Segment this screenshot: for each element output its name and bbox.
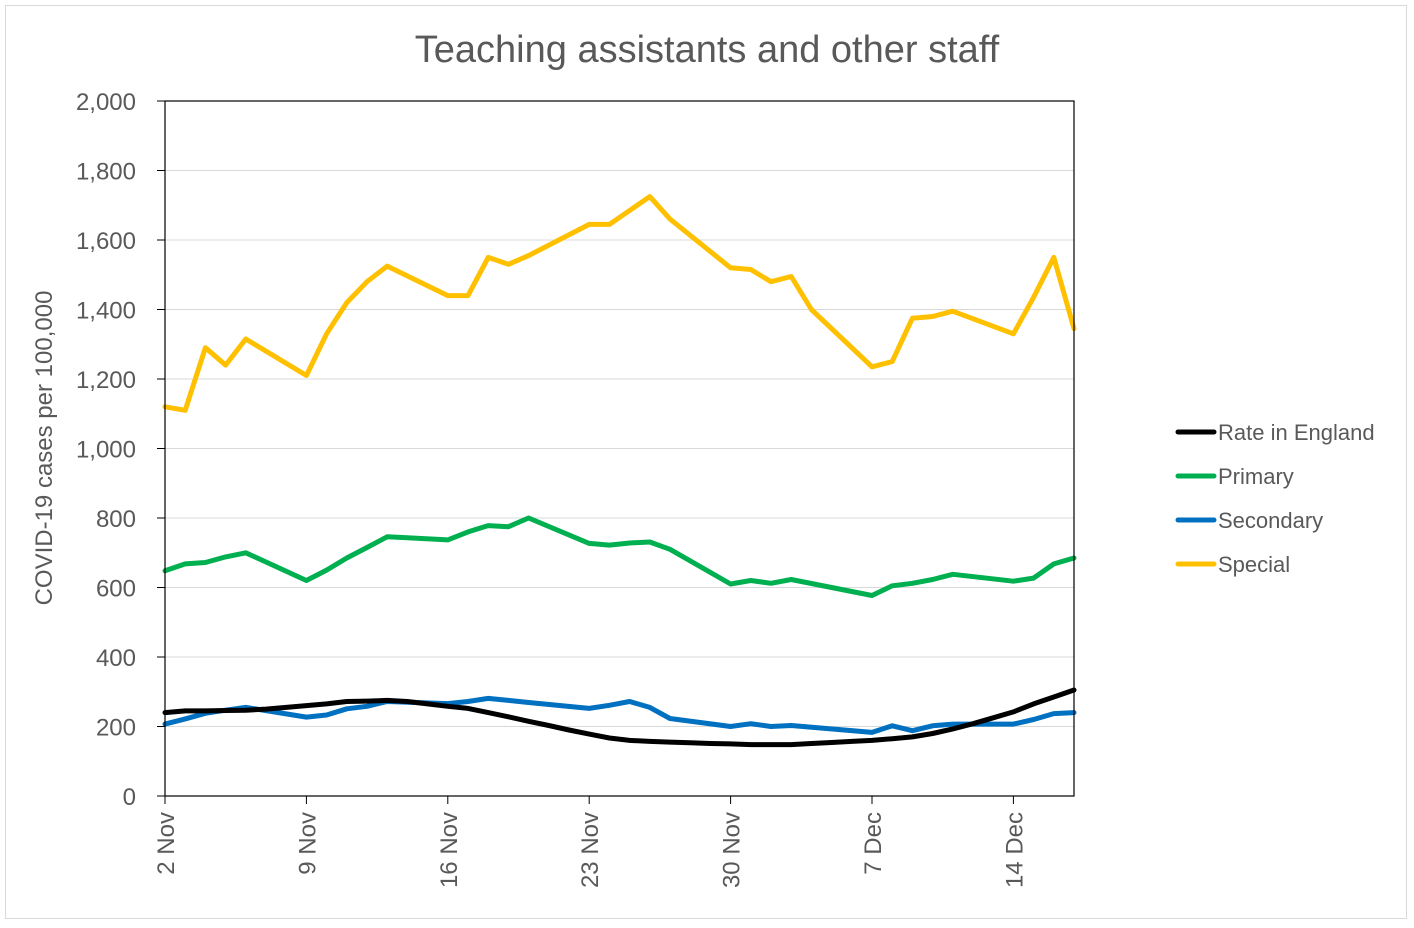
y-tick-label: 1,400: [76, 298, 136, 325]
x-tick-label: 14 Dec: [1001, 812, 1028, 888]
y-axis-label: COVID-19 cases per 100,000: [31, 291, 58, 606]
series-line-rate-in-england: [162, 687, 1077, 748]
x-tick-label: 9 Nov: [294, 812, 321, 875]
y-tick-label: 1,600: [76, 228, 136, 255]
series-line-special: [162, 194, 1077, 413]
legend: Rate in England Primary Secondary Special: [1175, 420, 1375, 577]
legend-label: Secondary: [1218, 508, 1323, 533]
legend-label: Special: [1218, 552, 1290, 577]
legend-label: Rate in England: [1218, 420, 1375, 445]
y-tick-label: 1,000: [76, 437, 136, 464]
x-tick-label: 7 Dec: [860, 812, 887, 875]
y-tick-label: 800: [96, 506, 136, 533]
y-tick-label: 1,800: [76, 159, 136, 186]
series-lines: [162, 194, 1077, 748]
chart-title: Teaching assistants and other staff: [415, 29, 1000, 71]
y-tick-label: 2,000: [76, 89, 136, 116]
y-tick-label: 1,200: [76, 367, 136, 394]
y-tick-label: 600: [96, 576, 136, 603]
y-tick-label: 0: [123, 784, 136, 811]
series-line-secondary: [162, 695, 1077, 735]
legend-label: Primary: [1218, 464, 1294, 489]
x-tick-label: 23 Nov: [577, 812, 604, 888]
gridlines: [165, 170, 1074, 727]
x-tick-label: 16 Nov: [436, 812, 463, 888]
x-axis: 2 Nov 9 Nov 16 Nov 23 Nov 30 Nov 7 Dec 14 Dec: [153, 796, 1028, 888]
y-axis: 0 200 400 600 800 1,000 1,200 1,400 1,600 1,800 2,…: [76, 89, 165, 811]
x-tick-label: 30 Nov: [719, 812, 746, 888]
y-tick-label: 200: [96, 715, 136, 742]
plot-area-border: [164, 100, 1075, 797]
y-tick-label: 400: [96, 645, 136, 672]
x-tick-label: 2 Nov: [153, 812, 180, 875]
series-line-primary: [162, 515, 1077, 598]
chart-frame: [5, 5, 1407, 919]
